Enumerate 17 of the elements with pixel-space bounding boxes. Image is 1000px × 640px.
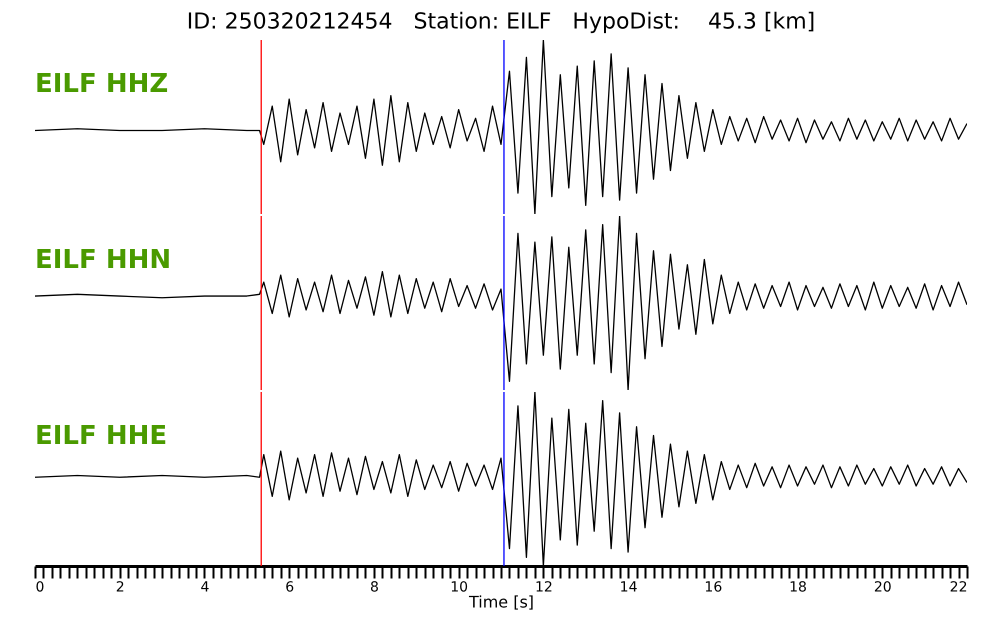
x-tick-label: 18 (789, 580, 807, 596)
chart-title: ID: 250320212454 Station: EILF HypoDist: 45.3 [km] (186, 9, 816, 34)
x-tick-label: 0 (36, 580, 44, 596)
x-tick-label: 22 (950, 580, 968, 596)
x-axis-title: Time [s] (468, 592, 534, 612)
x-tick-label: 10 (450, 580, 468, 596)
x-tick-label: 6 (285, 580, 294, 596)
x-tick-label: 12 (534, 580, 553, 596)
series-label: EILF HHZ (35, 69, 168, 99)
x-tick-label: 8 (370, 580, 379, 596)
x-tick-label: 4 (200, 580, 210, 596)
x-tick-label: 14 (620, 580, 638, 596)
x-tick-label: 20 (874, 580, 892, 596)
series-label: EILF HHN (35, 245, 172, 275)
x-tick-label: 2 (116, 580, 125, 596)
x-tick-label: 16 (704, 580, 722, 596)
series-label: EILF HHE (35, 421, 168, 451)
